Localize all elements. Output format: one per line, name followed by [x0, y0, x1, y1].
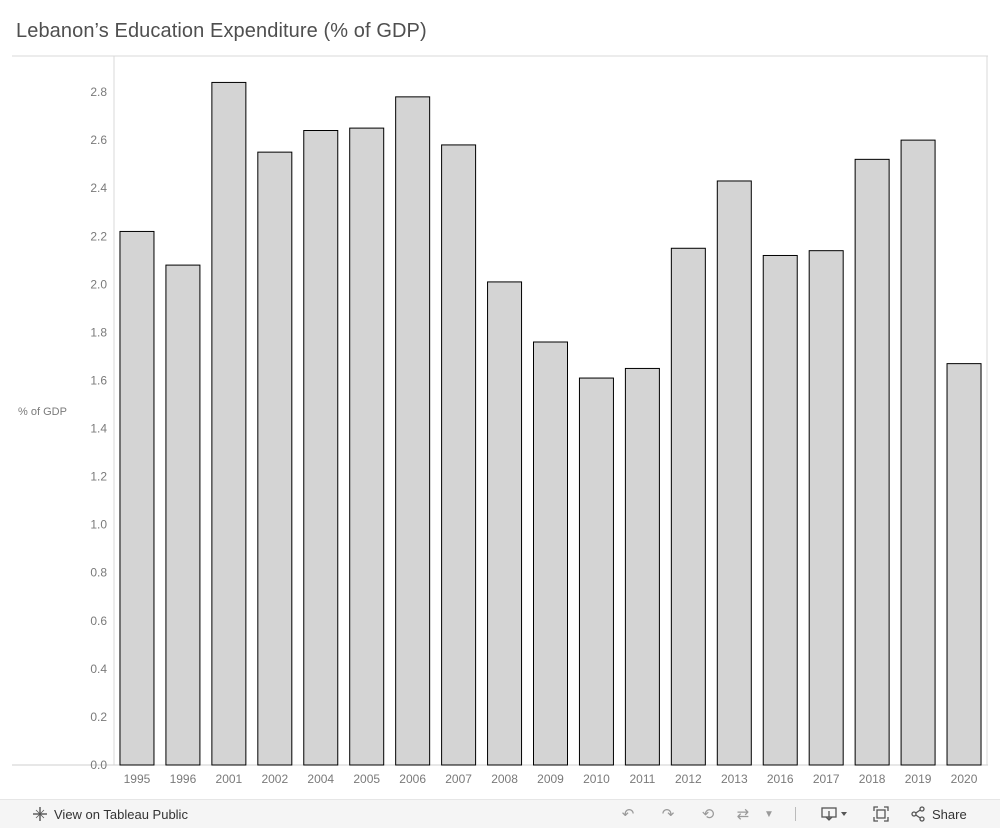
y-tick-label: 1.8 [90, 325, 107, 339]
bar-chart: 0.0 0.2 0.4 0.6 0.8 1.0 1.2 1.4 1.6 1.8 2.0 2.2 2.4 2… [12, 55, 988, 786]
bar-2006 [395, 96, 431, 766]
view-on-tableau-link[interactable]: View on Tableau Public [32, 806, 188, 822]
x-tick-label: 2018 [859, 772, 886, 786]
x-tick-label: 2007 [445, 772, 472, 786]
chart-title: Lebanon’s Education Expenditure (% of GD… [16, 20, 427, 42]
bar-1995 [119, 230, 155, 766]
share-button[interactable]: Share [910, 806, 967, 822]
x-tick-label: 2001 [216, 772, 243, 786]
x-tick-label: 2005 [353, 772, 380, 786]
revert-icon[interactable]: ⟲ [701, 806, 715, 823]
bar-1996 [165, 264, 201, 766]
y-tick-label: 2.6 [90, 133, 107, 147]
y-tick-label: 2.0 [90, 277, 107, 291]
bar-2009 [533, 341, 568, 766]
y-tick-label: 1.0 [90, 518, 107, 532]
x-tick-label: 2012 [675, 772, 702, 786]
chevron-down-icon[interactable]: ▼ [764, 808, 774, 820]
y-tick-label: 1.6 [90, 373, 107, 387]
download-icon[interactable] [820, 805, 850, 823]
bar-2010 [578, 377, 614, 766]
tableau-toolbar: View on Tableau Public ↶ ↷ ⟲ ⇄ ▼ Share [0, 799, 1000, 828]
y-tick-label: 1.4 [90, 422, 107, 436]
x-tick-label: 1995 [124, 772, 151, 786]
undo-icon[interactable]: ↶ [621, 806, 635, 823]
x-tick-label: 2002 [261, 772, 288, 786]
bar-2012 [670, 247, 706, 766]
y-tick-label: 0.2 [90, 710, 107, 724]
x-tick-label: 2017 [813, 772, 840, 786]
y-tick-label: 2.4 [90, 181, 107, 195]
bar-2013 [716, 180, 752, 766]
y-tick-label: 0.0 [90, 758, 107, 772]
x-tick-label: 2008 [491, 772, 518, 786]
y-tick-label: 0.4 [90, 662, 107, 676]
x-tick-label: 2009 [537, 772, 564, 786]
y-tick-label: 0.6 [90, 614, 107, 628]
bar-2019 [900, 139, 936, 766]
refresh-icon[interactable]: ⇄ [736, 806, 750, 823]
bar-2004 [303, 130, 339, 766]
x-tick-label: 2006 [399, 772, 426, 786]
x-tick-label: 2016 [767, 772, 794, 786]
redo-icon[interactable]: ↷ [661, 806, 675, 823]
x-tick-label: 2004 [307, 772, 334, 786]
bar-2018 [854, 158, 890, 766]
view-on-tableau-label: View on Tableau Public [54, 806, 188, 822]
y-tick-label: 1.2 [90, 470, 107, 484]
bar-2020 [946, 363, 982, 766]
x-tick-label: 1996 [170, 772, 197, 786]
x-tick-label: 2020 [951, 772, 978, 786]
x-tick-label: 2011 [629, 772, 655, 786]
share-label: Share [932, 806, 967, 822]
bar-2001 [211, 81, 247, 766]
x-tick-label: 2013 [721, 772, 748, 786]
y-axis-title: % of GDP [18, 406, 67, 418]
x-tick-label: 2019 [905, 772, 932, 786]
fullscreen-icon[interactable] [872, 805, 890, 823]
bar-2016 [762, 254, 798, 766]
tableau-logo-icon [33, 807, 47, 821]
bar-2017 [808, 250, 844, 766]
bar-2005 [349, 127, 385, 766]
bar-2002 [257, 151, 293, 766]
bar-2008 [487, 281, 523, 766]
toolbar-divider [795, 807, 796, 821]
x-tick-label: 2010 [583, 772, 610, 786]
y-tick-label: 2.2 [90, 229, 107, 243]
bar-2011 [624, 367, 660, 766]
y-tick-label: 0.8 [90, 566, 107, 580]
y-tick-label: 2.8 [90, 85, 107, 99]
bar-2007 [441, 144, 477, 766]
share-icon [911, 806, 925, 822]
